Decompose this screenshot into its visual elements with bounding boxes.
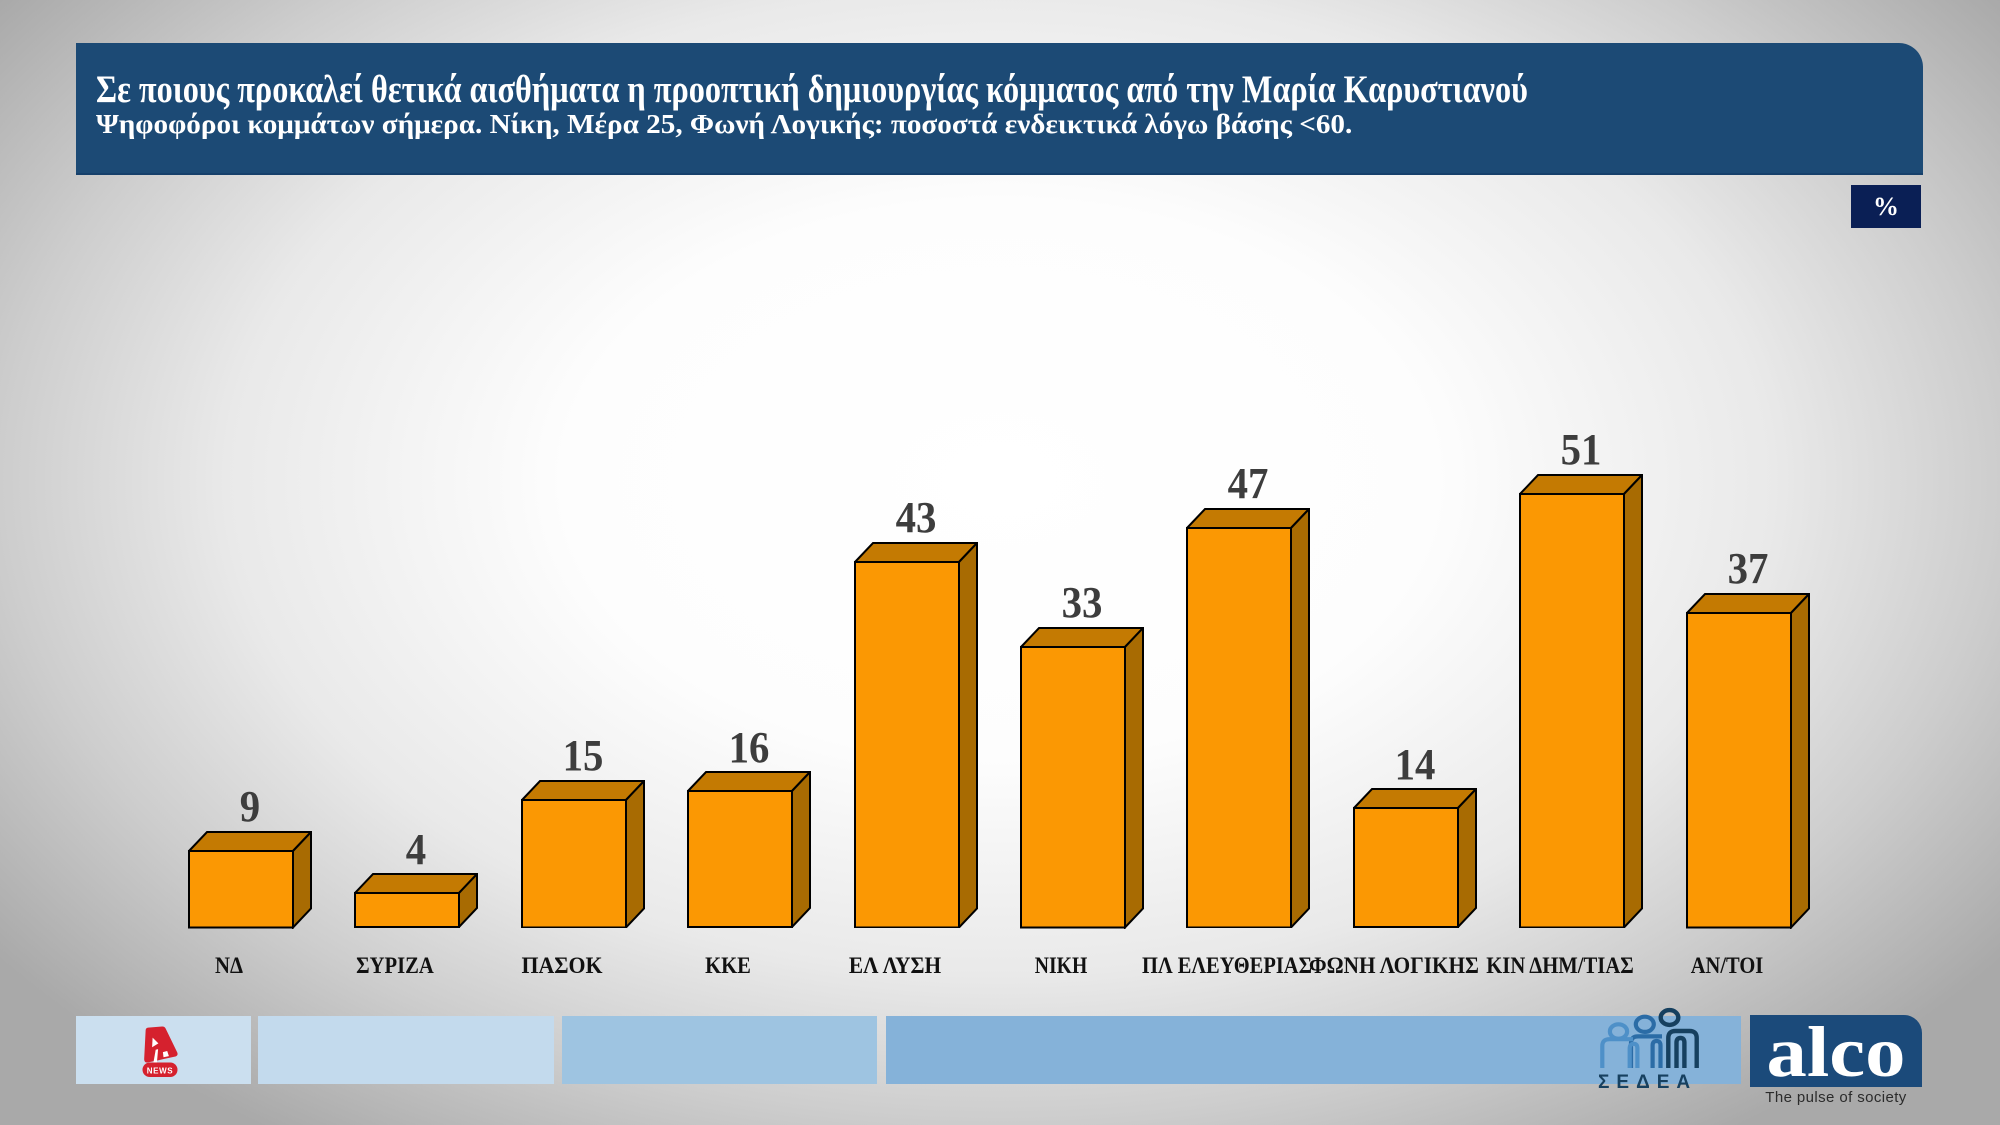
svg-text:NEWS: NEWS <box>147 1067 173 1076</box>
